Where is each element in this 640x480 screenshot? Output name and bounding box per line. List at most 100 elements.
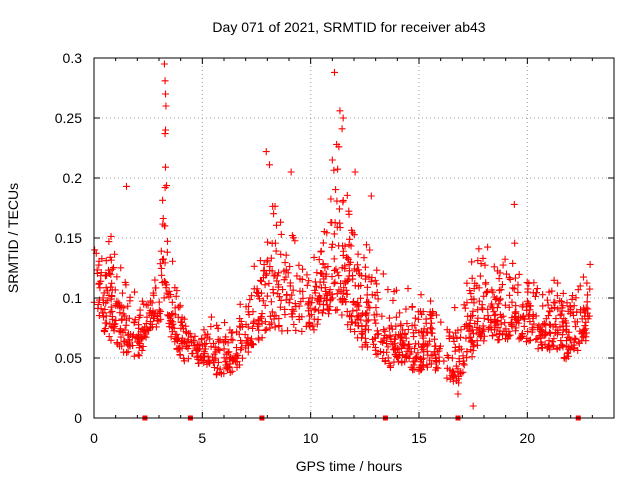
data-point — [362, 272, 370, 280]
data-point — [159, 214, 167, 222]
data-point — [306, 294, 314, 302]
data-point — [323, 292, 331, 300]
data-point — [525, 311, 533, 319]
data-point — [277, 250, 285, 258]
data-point — [236, 323, 244, 331]
y-tick-label: 0.1 — [63, 290, 83, 306]
data-point — [374, 295, 382, 303]
data-point — [220, 354, 228, 362]
data-point — [150, 291, 158, 299]
data-point — [467, 312, 475, 320]
data-point — [392, 313, 400, 321]
data-point — [354, 261, 362, 269]
data-point — [362, 338, 370, 346]
data-point — [482, 279, 490, 287]
data-point — [224, 349, 232, 357]
data-point — [493, 294, 501, 302]
data-point — [109, 264, 117, 272]
data-point — [238, 354, 246, 362]
data-point — [99, 309, 107, 317]
y-tick-label: 0.05 — [55, 350, 82, 366]
data-point — [509, 284, 517, 292]
data-point — [532, 289, 540, 297]
x-tick-label: 10 — [303, 430, 319, 446]
data-point — [480, 314, 488, 322]
data-point — [492, 295, 500, 303]
data-point — [256, 276, 264, 284]
data-point — [468, 274, 476, 282]
data-point — [108, 315, 116, 323]
data-point — [467, 333, 475, 341]
data-point — [299, 265, 307, 273]
data-point — [274, 283, 282, 291]
data-point — [480, 292, 488, 300]
data-point — [431, 335, 439, 343]
data-point — [403, 319, 411, 327]
data-point — [532, 312, 540, 320]
data-point — [466, 287, 474, 295]
data-point — [124, 348, 132, 356]
data-point — [295, 261, 303, 269]
data-point — [312, 282, 320, 290]
data-point — [134, 351, 142, 359]
data-point — [310, 306, 318, 314]
data-point — [484, 325, 492, 333]
data-point — [373, 327, 381, 335]
data-point — [248, 341, 256, 349]
data-point — [427, 314, 435, 322]
data-point — [164, 237, 172, 245]
data-point — [267, 254, 275, 262]
data-point — [395, 348, 403, 356]
y-tick-label: 0.3 — [63, 50, 83, 66]
data-point — [169, 257, 177, 265]
data-point — [523, 279, 531, 287]
data-point — [261, 318, 269, 326]
data-point — [539, 320, 547, 328]
data-point — [387, 337, 395, 345]
x-tick-label: 20 — [520, 430, 536, 446]
data-point — [556, 297, 564, 305]
data-point — [558, 307, 566, 315]
data-point — [435, 345, 443, 353]
data-point — [229, 336, 237, 344]
data-point — [402, 353, 410, 361]
data-point — [125, 314, 133, 322]
data-point — [404, 285, 412, 293]
data-point — [524, 327, 532, 335]
data-point — [389, 341, 397, 349]
data-point — [339, 251, 347, 259]
data-point — [124, 340, 132, 348]
data-point — [258, 319, 266, 327]
data-point — [396, 332, 404, 340]
data-point — [253, 285, 261, 293]
data-point — [319, 270, 327, 278]
data-point — [268, 308, 276, 316]
data-point — [176, 351, 184, 359]
data-point — [297, 298, 305, 306]
data-point — [296, 275, 304, 283]
data-point — [107, 336, 115, 344]
data-point — [359, 310, 367, 318]
data-point — [556, 311, 564, 319]
data-point — [475, 331, 483, 339]
data-point — [411, 314, 419, 322]
data-point — [310, 253, 318, 261]
data-point — [417, 327, 425, 335]
data-point — [399, 326, 407, 334]
data-point — [511, 274, 519, 282]
data-point — [119, 329, 127, 336]
data-point — [508, 298, 516, 306]
data-point — [157, 264, 165, 272]
data-point — [123, 349, 131, 357]
data-point — [113, 297, 121, 305]
data-point — [470, 295, 478, 303]
data-point — [287, 168, 295, 176]
data-point — [331, 267, 339, 275]
data-point — [563, 299, 571, 307]
data-point — [479, 327, 487, 335]
data-point — [167, 333, 175, 341]
data-point — [484, 305, 492, 313]
data-point — [517, 333, 525, 341]
data-point — [460, 357, 468, 365]
data-point — [213, 321, 221, 329]
